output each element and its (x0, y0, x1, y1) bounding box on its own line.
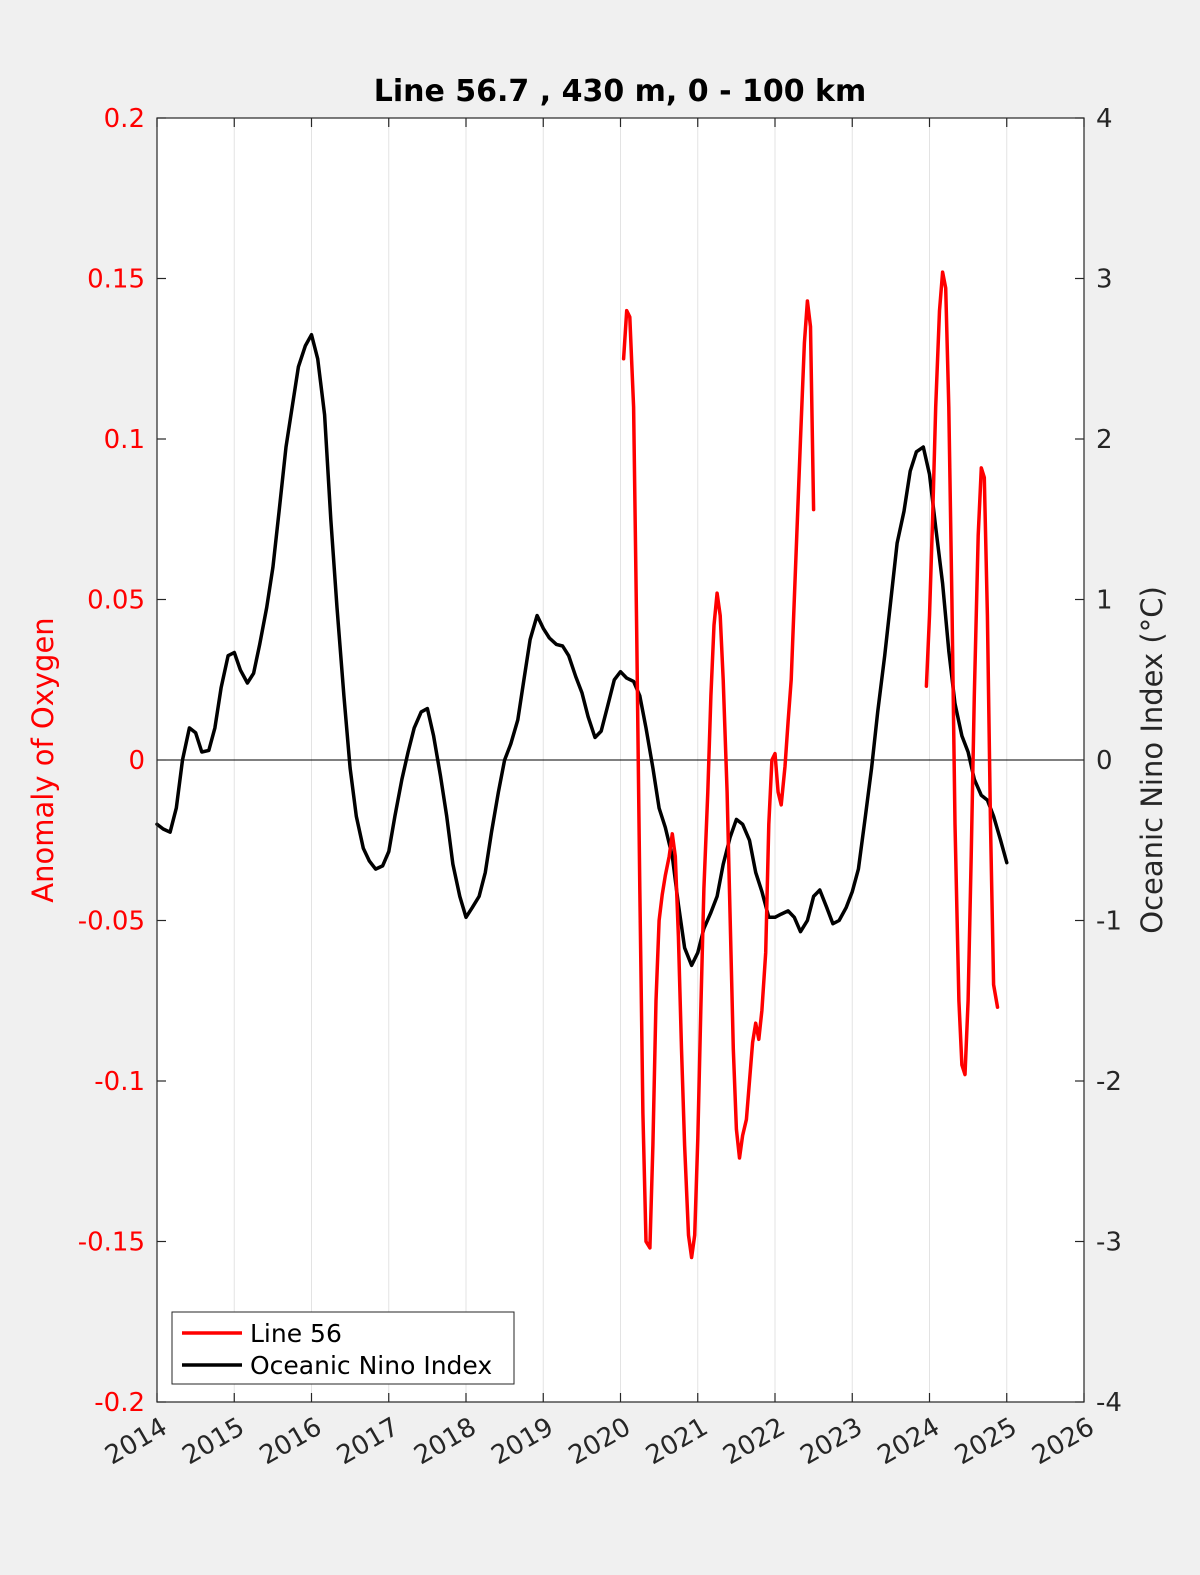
y-right-tick-label-5: -1 (1096, 907, 1122, 937)
series-layer (155, 270, 1009, 1260)
y-right-tick-label-4: 0 (1096, 746, 1113, 776)
y-left-axis-label: Anomaly of Oxygen (26, 617, 60, 902)
y-left-tick-label-5: -0.05 (78, 907, 145, 937)
y-left-tick-label-3: 0.05 (87, 586, 145, 616)
legend-label-line-56: Line 56 (250, 1319, 342, 1348)
legend-box (171, 1311, 515, 1385)
y-left-tick-label-4: 0 (128, 746, 145, 776)
y-left-tick-label-0: 0.2 (104, 104, 145, 134)
y-right-tick-label-8: -4 (1096, 1388, 1122, 1418)
chart-title: Line 56.7 , 430 m, 0 - 100 km (374, 74, 867, 109)
y-right-tick-label-0: 4 (1096, 104, 1113, 134)
y-left-tick-label-7: -0.15 (78, 1228, 145, 1258)
y-left-tick-label-2: 0.1 (104, 425, 145, 455)
y-right-tick-label-2: 2 (1096, 425, 1113, 455)
y-right-tick-label-1: 3 (1096, 265, 1113, 295)
series-line-56-segment-0 (621, 299, 816, 1260)
y-left-tick-label-6: -0.1 (94, 1067, 145, 1097)
y-right-tick-label-7: -3 (1096, 1228, 1122, 1258)
legend: Line 56 Oceanic Nino Index (171, 1311, 515, 1385)
y-left-tick-label-8: -0.2 (94, 1388, 145, 1418)
y-right-tick-label-3: 1 (1096, 586, 1113, 616)
y-right-axis-label: Oceanic Nino Index (°C) (1135, 586, 1169, 934)
series-line-56-segment-1 (924, 270, 1000, 1077)
y-left-tick-label-1: 0.15 (87, 265, 145, 295)
y-right-tick-label-6: -2 (1096, 1067, 1122, 1097)
series-oni-segment-0 (155, 332, 1009, 968)
legend-label-oni: Oceanic Nino Index (250, 1351, 492, 1380)
